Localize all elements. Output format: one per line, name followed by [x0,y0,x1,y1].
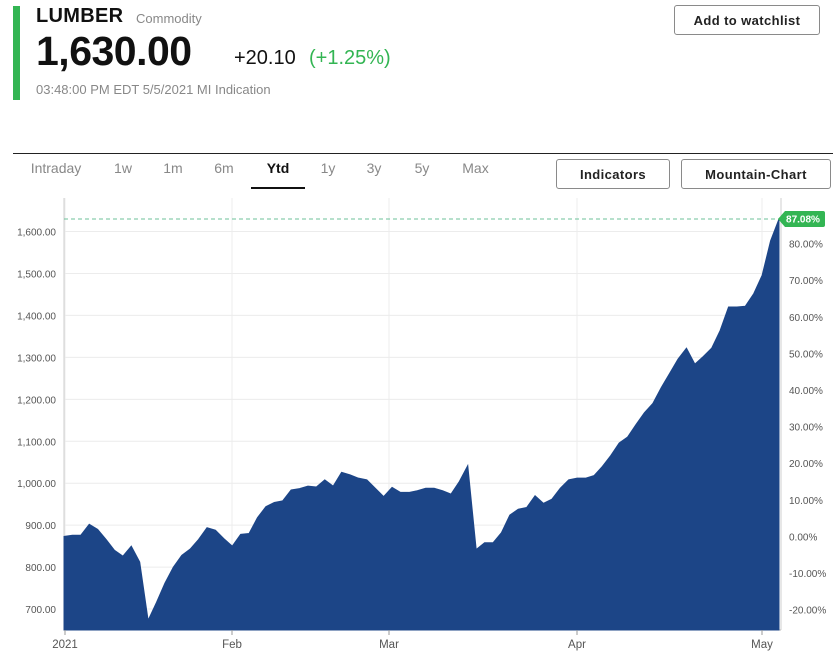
x-tick-label: May [751,639,773,651]
tab-ytd[interactable]: Ytd [266,160,290,176]
indicators-button[interactable]: Indicators [556,159,670,189]
price-chart[interactable]: 1,600.00 1,500.00 1,400.00 1,300.00 1,200.00… [0,198,840,652]
y-tick-left: 1,600.00 [17,228,56,239]
y-tick-right: 70.00% [789,276,823,287]
y-tick-left: 700.00 [25,605,56,616]
y-tick-left: 1,000.00 [17,479,56,490]
y-tick-left: 1,300.00 [17,353,56,364]
tab-3y[interactable]: 3y [366,160,382,176]
last-percent-label: 87.08% [786,214,820,225]
tab-1y[interactable]: 1y [320,160,336,176]
tab-1m[interactable]: 1m [163,160,183,176]
price-area-series [63,218,780,631]
tab-max[interactable]: Max [462,160,489,176]
timestamp: 03:48:00 PM EDT 5/5/2021 MI Indication [36,82,271,97]
symbol: LUMBER [36,5,124,27]
last-percent-badge: 87.08% [778,210,825,227]
y-tick-left: 900.00 [25,521,56,532]
y-tick-right: -10.00% [789,569,826,580]
y-tick-left: 1,500.00 [17,269,56,280]
x-tick-label: 2021 [52,639,78,651]
y-tick-left: 1,200.00 [17,395,56,406]
add-to-watchlist-button[interactable]: Add to watchlist [674,5,820,35]
y-axis-left: 1,600.00 1,500.00 1,400.00 1,300.00 1,200.00… [17,228,56,616]
y-tick-left: 1,100.00 [17,437,56,448]
accent-bar [13,6,20,100]
y-tick-right: 50.00% [789,349,823,360]
x-tick-label: Apr [568,639,586,651]
x-tick-label: Feb [222,639,242,651]
x-axis: 2021 Feb Mar Apr May [52,630,773,651]
tab-intraday[interactable]: Intraday [30,160,82,176]
y-tick-right: 30.00% [789,423,823,434]
y-axis-right: 80.00% 70.00% 60.00% 50.00% 40.00% 30.00% 20.0… [789,240,826,617]
y-tick-right: 0.00% [789,532,817,543]
toolbar-divider [13,153,833,154]
asset-type: Commodity [136,11,202,26]
y-tick-right: 10.00% [789,496,823,507]
tab-5y[interactable]: 5y [414,160,430,176]
y-tick-right: 40.00% [789,386,823,397]
y-tick-right: 80.00% [789,240,823,251]
y-tick-right: 20.00% [789,459,823,470]
y-tick-left: 1,400.00 [17,311,56,322]
tab-6m[interactable]: 6m [214,160,234,176]
y-tick-left: 800.00 [25,563,56,574]
price-change-percent: (+1.25%) [309,47,391,69]
y-tick-right: -20.00% [789,606,826,617]
chart-type-button[interactable]: Mountain-Chart [681,159,831,189]
active-tab-indicator [251,187,305,189]
tab-1w[interactable]: 1w [114,160,132,176]
x-tick-label: Mar [379,639,399,651]
price: 1,630.00 [36,28,192,74]
y-tick-right: 60.00% [789,313,823,324]
price-change: +20.10 [234,47,296,69]
